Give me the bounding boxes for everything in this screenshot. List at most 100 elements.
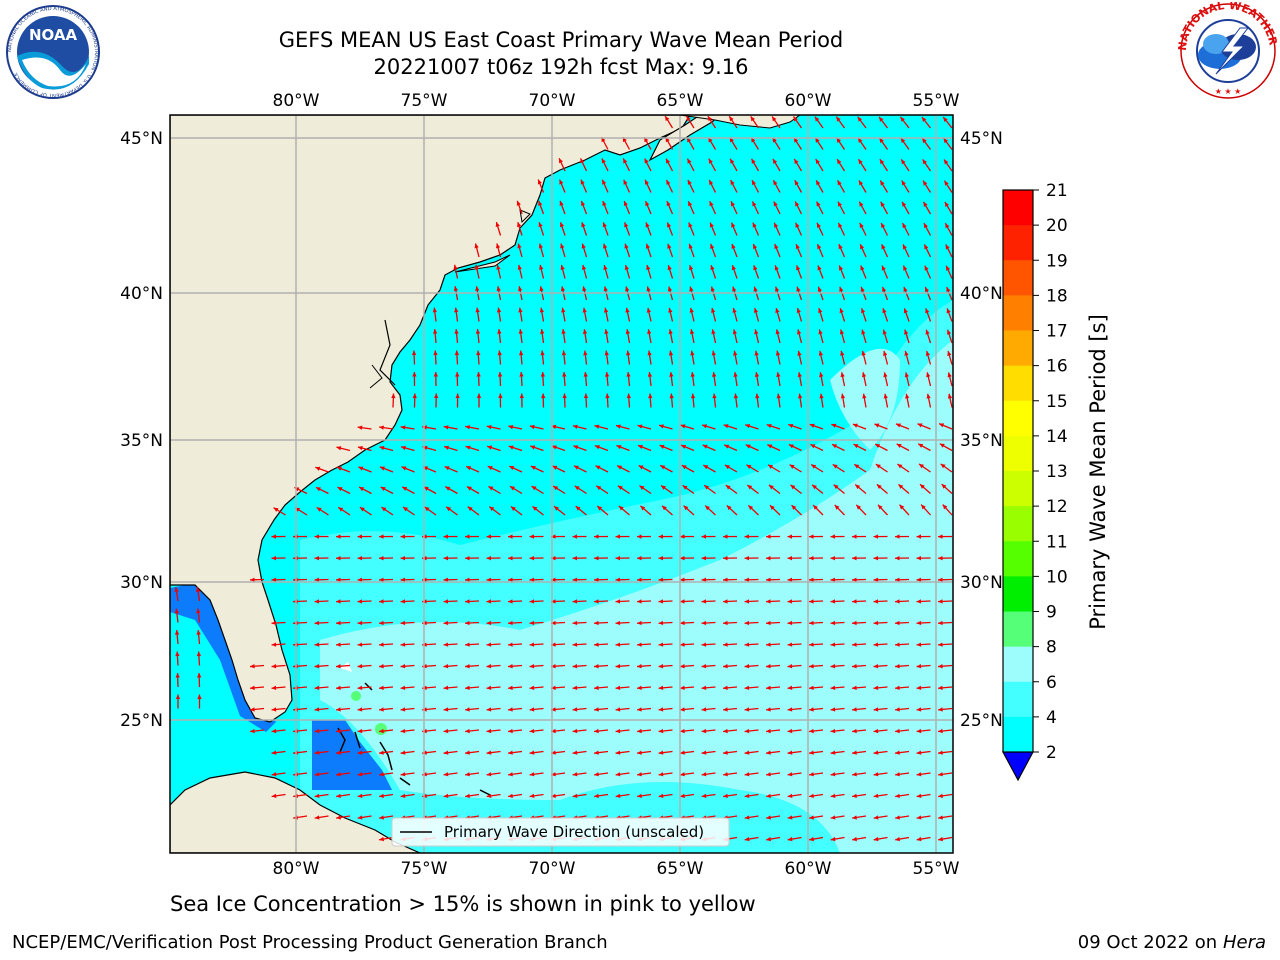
colorbar-segment	[1003, 541, 1033, 577]
colorbar-extend-triangle	[1001, 751, 1035, 782]
wave-arrow-head	[752, 180, 757, 186]
wave-arrow-head	[519, 393, 524, 399]
wave-arrow-head	[401, 445, 406, 451]
lat-label-left-30n: 30°N	[120, 573, 163, 593]
wave-arrow-head	[701, 534, 707, 539]
wave-arrow-head	[766, 534, 771, 539]
wave-arrow-head	[603, 243, 608, 249]
wave-arrow-head	[689, 286, 694, 292]
wave-arrow-head	[819, 393, 824, 399]
colorbar-segment	[1003, 400, 1033, 437]
wave-arrow-head	[595, 465, 601, 470]
wave-arrow-head	[625, 329, 630, 335]
wave-arrow-head	[787, 772, 793, 777]
wave-arrow-head	[443, 728, 449, 734]
lon-label-top-80w: 80°W	[273, 91, 320, 111]
wave-arrow-head	[769, 505, 775, 510]
wave-arrow-head	[707, 116, 713, 122]
colorbar-tick-label: 8	[1046, 638, 1057, 658]
noaa-logo: NOAA NATIONAL OCEANIC AND ATMOSPHERIC AD…	[6, 5, 100, 99]
wave-arrow-head	[814, 116, 820, 122]
wave-arrow-head	[495, 222, 500, 228]
wave-arrow-head	[710, 243, 715, 249]
wave-arrow-head	[702, 424, 708, 429]
wave-arrow-head	[816, 222, 821, 228]
wave-arrow-head	[746, 464, 752, 470]
wave-arrow-head	[938, 793, 943, 799]
wave-arrow-head	[940, 463, 946, 469]
wave-arrow-head	[947, 351, 952, 356]
wave-arrow-head	[336, 750, 341, 755]
wave-arrow-head	[744, 556, 750, 561]
wave-arrow-head	[920, 484, 925, 489]
wave-arrow-head	[852, 685, 857, 690]
wave-arrow-head	[712, 393, 717, 399]
wave-arrow-head	[817, 265, 822, 271]
colorbar-tick-label: 13	[1046, 462, 1068, 482]
wave-arrow-head	[818, 350, 823, 356]
wave-arrow-head	[594, 577, 599, 582]
wave-arrow-head	[809, 707, 814, 712]
wave-arrow-head	[687, 179, 692, 185]
wave-arrow-head	[637, 772, 642, 777]
wave-arrow-head	[465, 772, 470, 777]
wave-arrow-head	[811, 464, 817, 469]
colorbar-tick-label: 2	[1046, 743, 1057, 763]
wave-arrow-head	[637, 750, 642, 755]
wave-arrow-head	[668, 329, 673, 335]
wave-arrow-head	[729, 137, 734, 143]
wave-arrow-head	[594, 556, 599, 561]
wave-arrow-head	[508, 772, 513, 777]
colorbar-segment	[1003, 295, 1033, 331]
wave-arrow-head	[832, 464, 838, 469]
wave-arrow-head	[658, 534, 664, 539]
wave-arrow-head	[680, 793, 685, 799]
colorbar-label: Primary Wave Mean Period [s]	[1086, 314, 1110, 630]
wave-arrow-head	[753, 308, 759, 313]
wave-arrow-head	[873, 772, 879, 777]
wave-arrow-head	[668, 350, 674, 356]
wave-arrow-head	[602, 222, 607, 228]
wave-arrow-head	[680, 728, 685, 734]
graticule	[170, 115, 953, 853]
wave-arrow-head	[196, 608, 201, 614]
wave-arrow-head	[838, 222, 843, 228]
wave-arrow-head	[754, 329, 759, 335]
wave-arrow-head	[744, 620, 750, 626]
wave-arrow-head	[688, 243, 693, 249]
wave-arrow-head	[379, 425, 384, 430]
wave-arrow-head	[400, 664, 406, 669]
wave-arrow-head	[796, 308, 801, 314]
wave-arrow-head	[712, 372, 717, 377]
wave-arrow-head	[916, 642, 922, 647]
wave-arrow-head	[819, 372, 824, 378]
wave-arrow-head	[508, 424, 514, 430]
wave-arrow-head	[581, 243, 586, 249]
wave-arrow-head	[731, 201, 735, 207]
wave-arrow-head	[637, 599, 642, 604]
wave-arrow-head	[858, 137, 863, 143]
wave-arrow-head	[529, 685, 535, 690]
wave-arrow-head	[852, 423, 858, 428]
wave-arrow-head	[680, 772, 685, 777]
wave-arrow-head	[809, 620, 814, 626]
wave-arrow-head	[174, 630, 180, 635]
wave-arrow-head	[539, 307, 545, 313]
wave-arrow-head	[837, 159, 842, 165]
map-subtitle: 20221007 t06z 192h fcst Max: 9.16	[373, 55, 749, 79]
wave-arrow-head	[938, 836, 943, 842]
wave-arrow-head	[637, 620, 642, 626]
wave-arrow-head	[731, 222, 736, 228]
wave-arrow-head	[271, 664, 277, 669]
wave-arrow-head	[924, 244, 929, 250]
wave-arrow-head	[701, 707, 707, 712]
wave-arrow-head	[787, 707, 793, 712]
wave-arrow-head	[902, 244, 907, 250]
wave-arrow-head	[476, 372, 481, 377]
wave-arrow-head	[916, 577, 922, 582]
wave-arrow-head	[465, 707, 470, 712]
wave-arrow-head	[816, 180, 821, 186]
wave-arrow-head	[796, 265, 801, 271]
wave-arrow-head	[357, 664, 363, 669]
wave-arrow-head	[797, 329, 802, 335]
